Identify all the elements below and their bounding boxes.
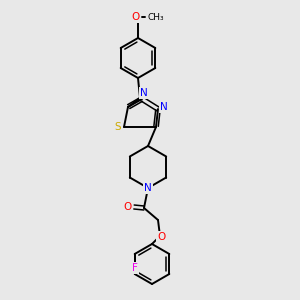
Text: N: N — [144, 183, 152, 193]
Text: O: O — [157, 232, 165, 242]
Text: N: N — [160, 102, 168, 112]
Text: CH₃: CH₃ — [148, 13, 165, 22]
Text: N: N — [140, 88, 148, 98]
Text: S: S — [115, 122, 121, 132]
Text: O: O — [123, 202, 131, 212]
Text: F: F — [132, 263, 138, 273]
Text: O: O — [132, 12, 140, 22]
